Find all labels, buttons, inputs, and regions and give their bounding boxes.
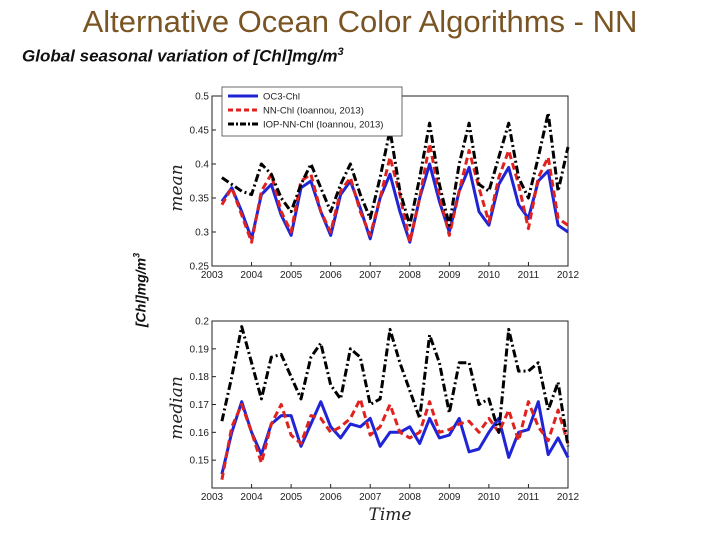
median-series-oc3-line — [220, 400, 570, 475]
mean-series-iop-line — [221, 111, 570, 227]
legend-label-oc3: OC3-Chl — [263, 92, 300, 103]
mean-x-tick-label: 2008 — [399, 270, 422, 281]
median-y-tick-label: 0.18 — [190, 372, 210, 383]
mean-y-tick-label: 0.35 — [190, 194, 210, 205]
mean-series-oc3-line — [220, 162, 569, 244]
subtitle-superscript: 3 — [337, 46, 344, 58]
median-panel: 2003 2004 2005 2006 2007 2008 2009 2010 2011 2012… — [167, 317, 580, 526]
slide-title: Alternative Ocean Color Algorithms - NN — [82, 4, 638, 39]
median-y-tick-label: 0.19 — [190, 344, 210, 355]
legend: OC3-Chl NN-Chl (Ioannou, 2013) IOP-NN-Chl … — [221, 86, 403, 137]
mean-panel: 2003 2004 2005 2006 2007 2008 2009 2010 2011 2012… — [167, 86, 580, 282]
mean-y-tick-label: 0.5 — [195, 92, 209, 103]
mean-x-tick-label: 2011 — [518, 270, 540, 281]
median-x-tick-label: 2008 — [399, 492, 422, 503]
mean-y-axis-label: mean — [167, 164, 187, 211]
median-x-tick-label: 2005 — [280, 492, 303, 503]
median-x-tick-label: 2012 — [557, 492, 580, 503]
mean-y-tick-label: 0.25 — [190, 262, 210, 273]
mean-x-tick-label: 2007 — [359, 270, 382, 281]
median-series — [220, 325, 570, 480]
median-y-tick-label: 0.15 — [190, 456, 210, 467]
mean-x-tick-label: 2003 — [201, 270, 224, 281]
median-series-nn-line — [220, 397, 570, 480]
median-x-tick-label: 2006 — [320, 492, 343, 503]
mean-x-tick-label: 2010 — [478, 270, 501, 281]
median-series-iop-line — [220, 325, 570, 447]
median-y-tick-label: 0.16 — [190, 428, 210, 439]
mean-y-tick-label: 0.3 — [195, 228, 209, 239]
median-ticks: 2003 2004 2005 2006 2007 2008 2009 2010 2011 2012… — [190, 317, 580, 504]
median-y-tick-label: 0.2 — [195, 317, 209, 328]
slide-subtitle: Global seasonal variation of [Chl]mg/m3 — [22, 46, 344, 67]
mean-x-tick-label: 2012 — [557, 270, 580, 281]
subtitle-text: Global seasonal variation of [Chl]mg/m — [22, 46, 338, 66]
mean-y-tick-label: 0.45 — [190, 126, 210, 137]
median-x-tick-label: 2010 — [478, 492, 501, 503]
median-y-axis-label: median — [167, 376, 187, 440]
median-x-tick-label: 2004 — [240, 492, 263, 503]
median-y-tick-label: 0.17 — [190, 400, 210, 411]
median-plot-area — [211, 320, 569, 489]
legend-items: OC3-Chl NN-Chl (Ioannou, 2013) IOP-NN-Chl … — [228, 92, 383, 131]
legend-label-nn: NN-Chl (Ioannou, 2013) — [263, 106, 364, 117]
mean-x-tick-label: 2004 — [240, 270, 263, 281]
mean-series-nn-line — [220, 142, 569, 244]
mean-x-tick-label: 2005 — [280, 270, 303, 281]
legend-label-iop: IOP-NN-Chl (Ioannou, 2013) — [263, 120, 383, 131]
mean-ticks: 2003 2004 2005 2006 2007 2008 2009 2010 2011 2012… — [190, 92, 580, 282]
mean-series — [220, 111, 570, 244]
median-x-tick-label: 2009 — [438, 492, 461, 503]
median-x-tick-label: 2011 — [518, 492, 540, 503]
median-x-axis-label: Time — [369, 505, 412, 525]
median-x-tick-label: 2003 — [201, 492, 224, 503]
mean-x-tick-label: 2009 — [438, 270, 461, 281]
median-x-tick-label: 2007 — [359, 492, 382, 503]
mean-y-tick-label: 0.4 — [195, 160, 209, 171]
mean-x-tick-label: 2006 — [320, 270, 343, 281]
